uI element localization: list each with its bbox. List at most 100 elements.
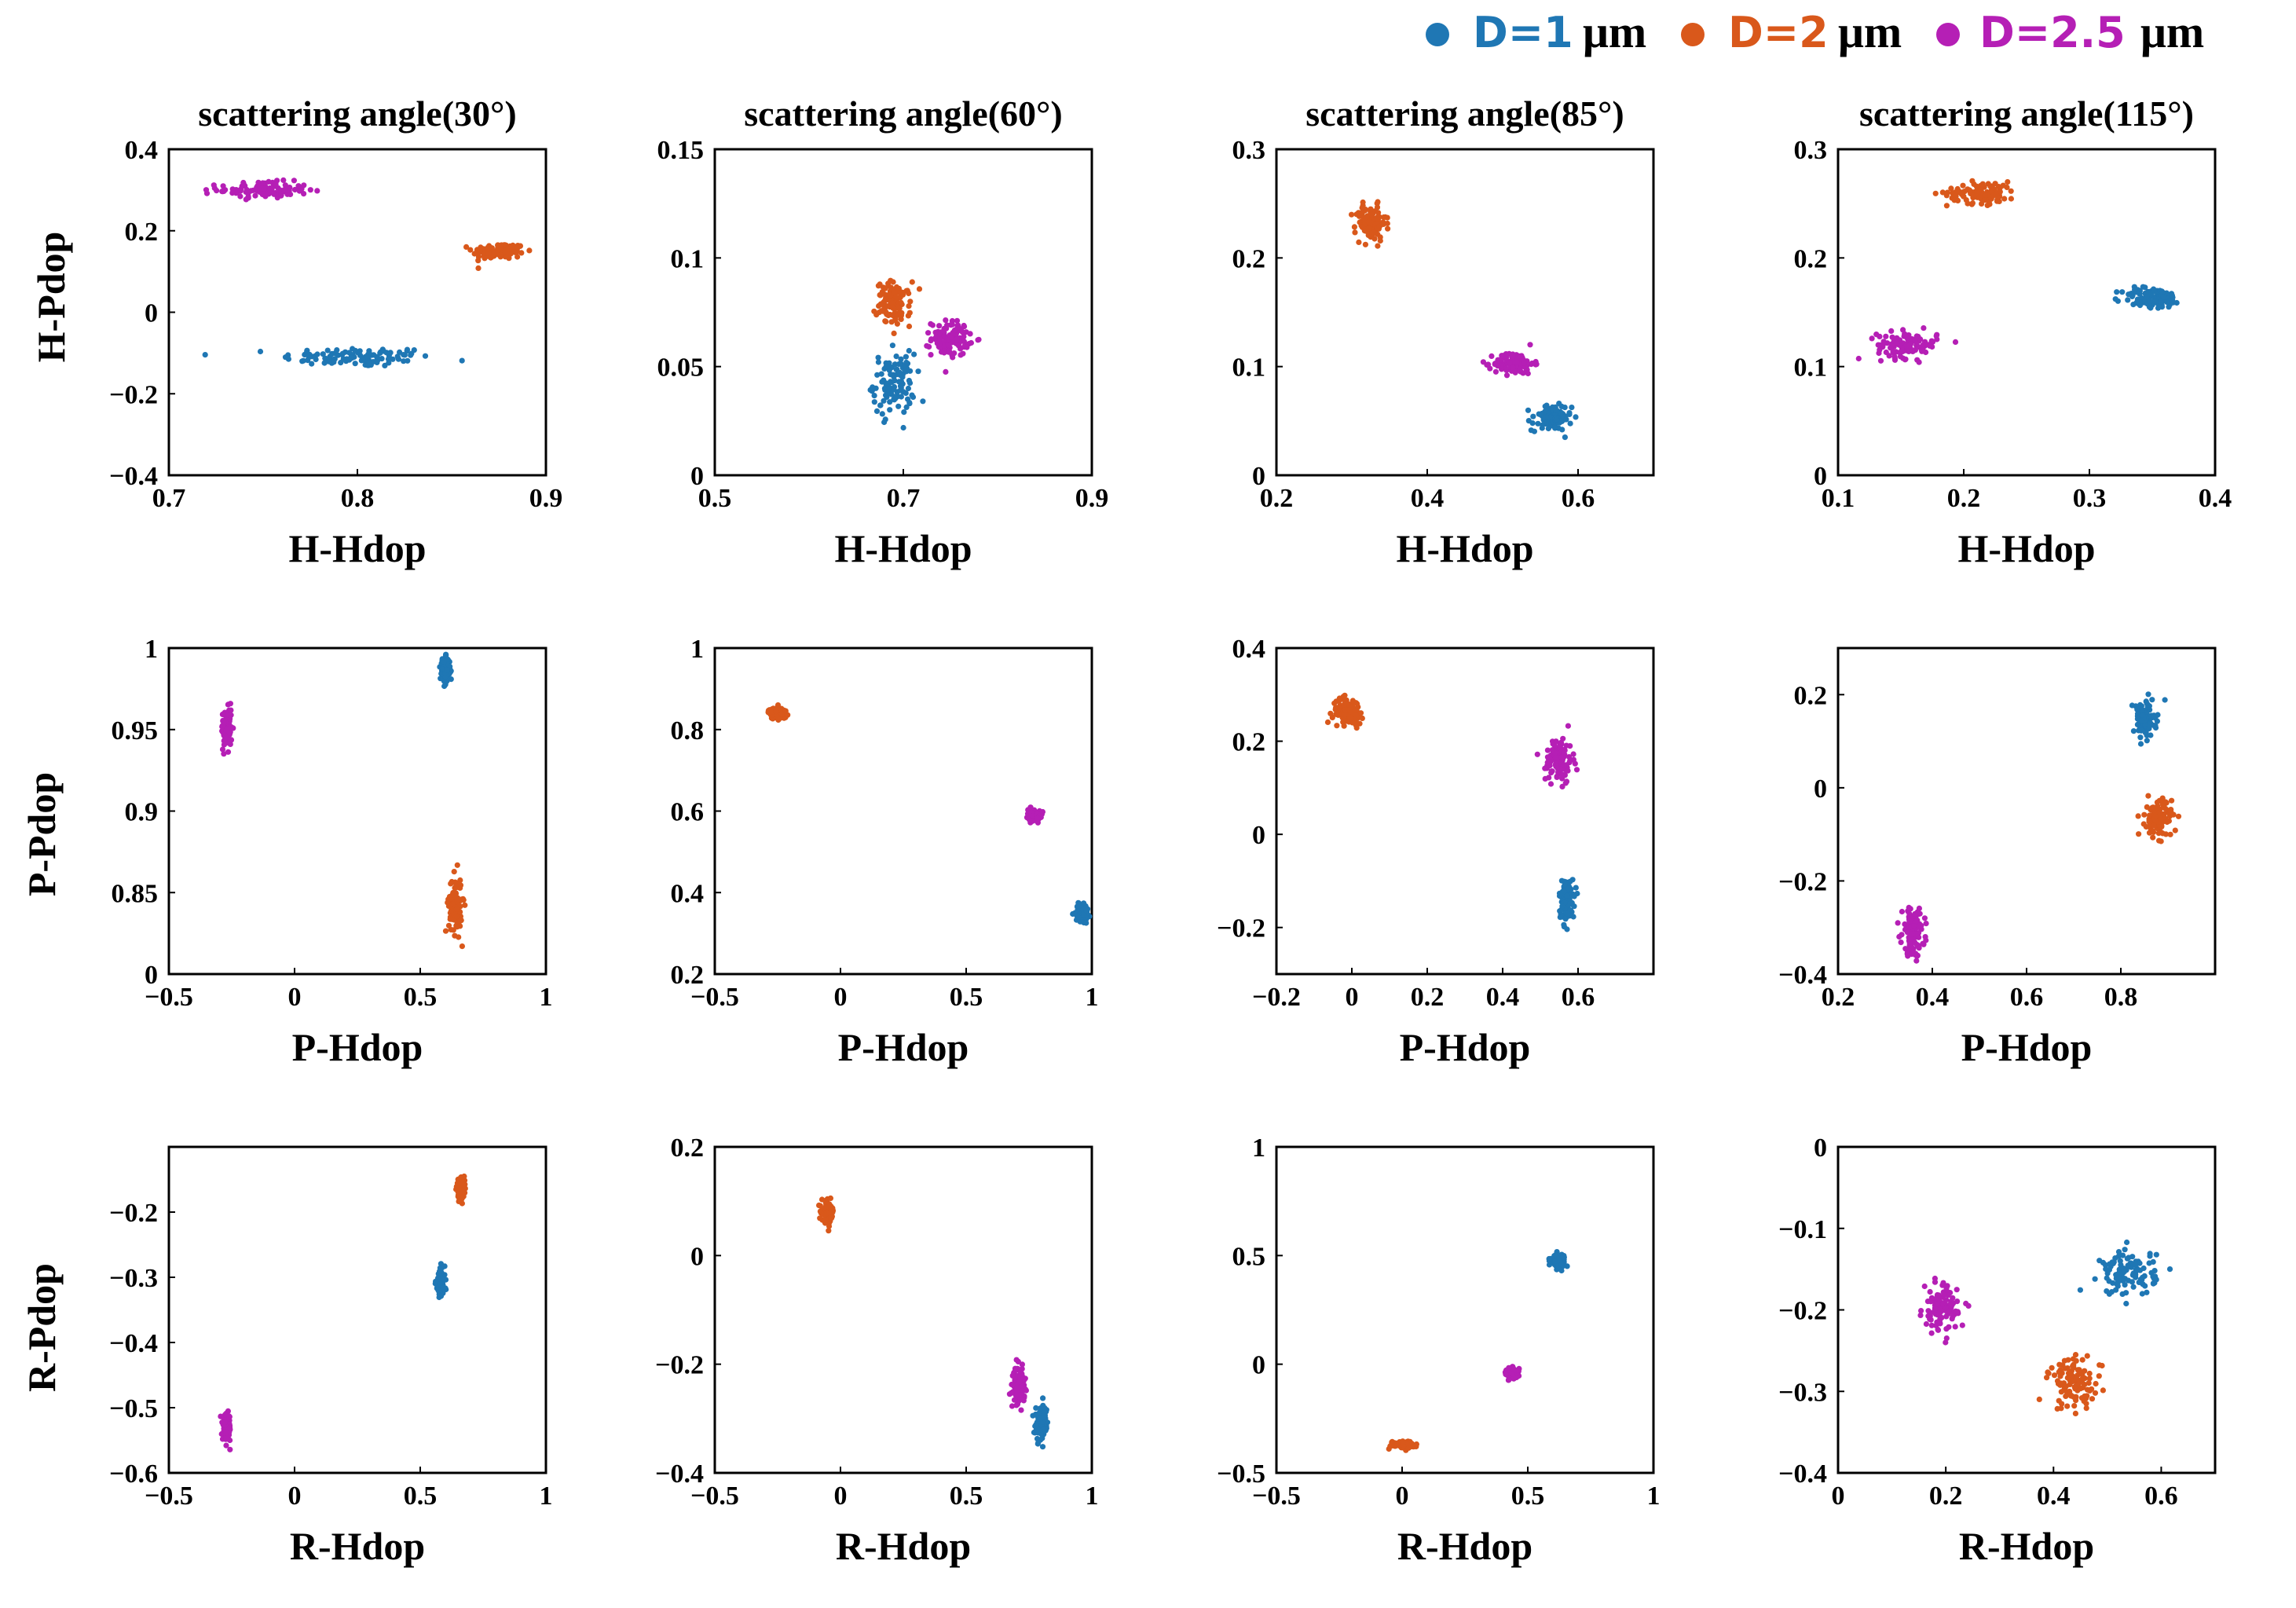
data-point [496, 245, 502, 251]
data-point [2164, 299, 2170, 306]
data-point [1877, 357, 1884, 364]
data-point [1400, 1439, 1406, 1445]
data-point [262, 193, 269, 200]
data-point [968, 339, 974, 346]
data-point [261, 185, 267, 192]
data-point [2096, 1373, 2102, 1379]
data-point [1910, 347, 1916, 353]
y-tick-label: 0.3 [1794, 136, 1828, 165]
data-point [1492, 368, 1499, 375]
data-point [225, 749, 232, 755]
data-point [1364, 214, 1370, 220]
data-point [1969, 200, 1976, 207]
data-point [938, 349, 945, 355]
panel-6: −0.5 0 0.5 1 0.2 0.4 0.6 0.8 1 P-Hdop [671, 635, 1099, 1069]
data-point [905, 396, 911, 402]
data-point [219, 711, 225, 718]
y-tick-label: 0 [1814, 1134, 1827, 1163]
data-point [1547, 781, 1554, 787]
series-d-1-m [202, 346, 465, 368]
data-point [1013, 1402, 1020, 1408]
data-point [915, 368, 921, 375]
data-point [1944, 1283, 1950, 1289]
y-tick-label: −0.3 [1778, 1378, 1827, 1407]
data-point [782, 708, 789, 714]
data-point [1011, 1397, 1018, 1403]
panel-10: −0.5 0 0.5 1 −0.4 −0.2 0 0.2 R-Hdop [655, 1134, 1098, 1568]
data-point [2157, 810, 2163, 816]
data-point [1559, 903, 1565, 910]
y-tick-label: −0.2 [1778, 867, 1827, 896]
data-point [2148, 732, 2154, 738]
data-point [2115, 1249, 2122, 1255]
y-tick-label: −0.2 [1217, 914, 1265, 943]
data-point [219, 746, 226, 753]
data-point [1540, 422, 1546, 428]
legend-unit-d25: μm [2140, 6, 2204, 57]
series-d-2-m [871, 277, 923, 336]
data-point [1375, 243, 1381, 249]
data-point [1939, 1314, 1945, 1320]
data-point [467, 247, 474, 253]
data-point [1869, 335, 1875, 342]
x-tick-label: 0.2 [1929, 1482, 1963, 1511]
data-point [1894, 340, 1900, 346]
data-point [1549, 747, 1555, 753]
data-point [1551, 742, 1558, 749]
data-point [975, 337, 981, 343]
series-d-2-5-m [924, 317, 982, 375]
data-point [1527, 342, 1533, 348]
data-point [893, 353, 899, 360]
data-point [1897, 353, 1904, 360]
data-point [824, 1199, 830, 1205]
data-point [1954, 1287, 1960, 1293]
y-tick-label: −0.4 [1778, 1460, 1827, 1489]
data-point [817, 1215, 823, 1222]
data-point [1564, 1263, 1570, 1269]
data-point [1914, 343, 1921, 350]
y-tick-label: 0 [1814, 462, 1827, 491]
data-point [898, 356, 904, 362]
x-axis-label: P-Hdop [292, 1025, 423, 1069]
data-point [1933, 333, 1939, 339]
data-point [1920, 940, 1926, 947]
data-point [1561, 750, 1567, 756]
data-point [1952, 339, 1959, 345]
data-point [443, 651, 449, 657]
data-point [2064, 1403, 2071, 1409]
data-point [2044, 1375, 2050, 1381]
data-point [1503, 367, 1510, 373]
data-point [877, 402, 884, 408]
data-point [1566, 760, 1573, 766]
data-point [514, 254, 521, 260]
legend-label-d1: D=1 [1473, 8, 1573, 57]
y-tick-label: −0.2 [109, 1199, 158, 1228]
data-point [827, 1195, 833, 1201]
data-point [338, 360, 344, 366]
data-point [1037, 1416, 1043, 1422]
data-point [875, 283, 881, 289]
x-tick-label: 0.2 [1947, 484, 1981, 513]
data-point [887, 399, 893, 405]
series-d-2-5-m [203, 177, 320, 203]
data-point [1574, 890, 1580, 897]
data-point [2145, 691, 2151, 698]
data-point [486, 243, 493, 249]
data-point [2064, 1365, 2071, 1372]
data-point [2175, 813, 2182, 819]
data-point [307, 187, 313, 193]
data-point [471, 251, 478, 257]
series-d-1-m [867, 342, 926, 431]
data-point [1567, 900, 1573, 907]
data-point [1904, 929, 1910, 936]
data-point [1927, 342, 1933, 349]
data-point [2137, 734, 2144, 741]
data-point [2077, 1287, 2083, 1293]
data-point [1981, 184, 1987, 190]
data-point [352, 361, 358, 367]
panels: scattering angle(30°)0.7 0.8 0.9−0.4−0.200… [109, 93, 2232, 1568]
panel-12: 0 0.2 0.4 0.6 −0.4 −0.3 −0.2 −0.1 0 R-Hdop [1778, 1134, 2217, 1568]
data-point [1489, 353, 1495, 359]
data-point [449, 916, 456, 922]
data-point [1987, 183, 1994, 189]
